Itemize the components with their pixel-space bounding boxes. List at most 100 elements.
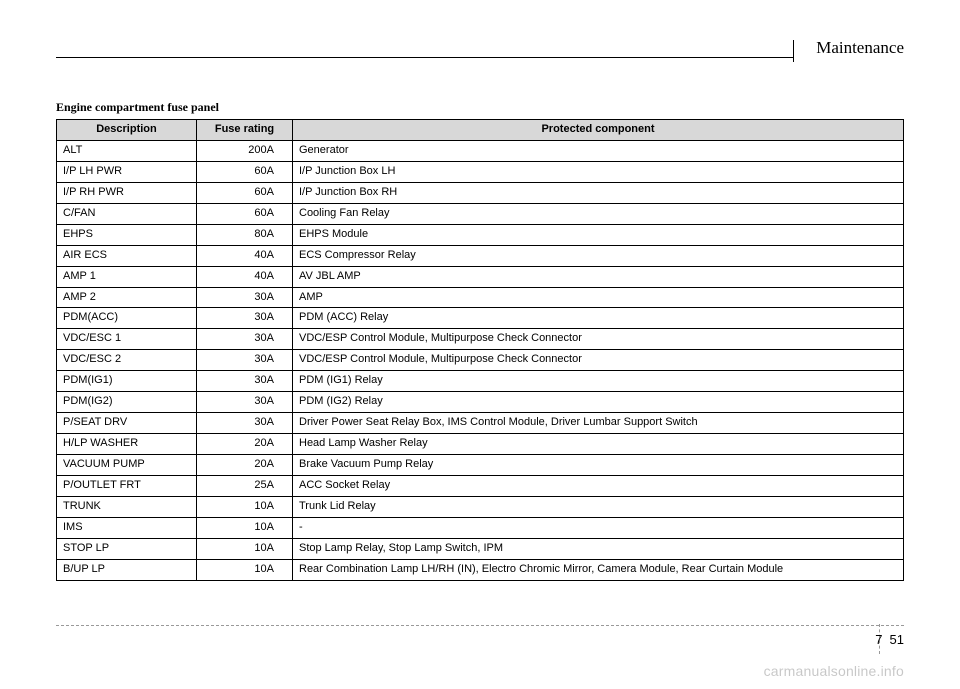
cell-fuse-rating: 60A [197,203,293,224]
table-row: PDM(IG2)30APDM (IG2) Relay [57,392,904,413]
cell-description: VDC/ESC 2 [57,350,197,371]
cell-description: I/P RH PWR [57,182,197,203]
table-row: PDM(ACC)30APDM (ACC) Relay [57,308,904,329]
cell-description: STOP LP [57,538,197,559]
cell-protected-component: VDC/ESP Control Module, Multipurpose Che… [293,329,904,350]
cell-description: AMP 2 [57,287,197,308]
col-fuse-rating: Fuse rating [197,120,293,141]
cell-protected-component: ACC Socket Relay [293,475,904,496]
cell-protected-component: Driver Power Seat Relay Box, IMS Control… [293,413,904,434]
page: Maintenance Engine compartment fuse pane… [0,0,960,689]
table-row: EHPS80AEHPS Module [57,224,904,245]
cell-description: PDM(IG1) [57,371,197,392]
cell-protected-component: I/P Junction Box LH [293,161,904,182]
table-row: B/UP LP10ARear Combination Lamp LH/RH (I… [57,559,904,580]
cell-description: C/FAN [57,203,197,224]
cell-fuse-rating: 10A [197,559,293,580]
section-title: Maintenance [816,38,904,58]
cell-fuse-rating: 60A [197,161,293,182]
cell-description: PDM(ACC) [57,308,197,329]
table-row: P/SEAT DRV30ADriver Power Seat Relay Box… [57,413,904,434]
table-row: I/P RH PWR60AI/P Junction Box RH [57,182,904,203]
cell-description: PDM(IG2) [57,392,197,413]
cell-description: B/UP LP [57,559,197,580]
table-row: AIR ECS40AECS Compressor Relay [57,245,904,266]
cell-fuse-rating: 30A [197,308,293,329]
chapter-number: 7 [875,632,883,647]
cell-description: I/P LH PWR [57,161,197,182]
cell-protected-component: Head Lamp Washer Relay [293,434,904,455]
cell-protected-component: AMP [293,287,904,308]
cell-description: IMS [57,517,197,538]
cell-description: VDC/ESC 1 [57,329,197,350]
cell-description: AIR ECS [57,245,197,266]
cell-fuse-rating: 30A [197,350,293,371]
cell-fuse-rating: 30A [197,392,293,413]
table-row: VDC/ESC 130AVDC/ESP Control Module, Mult… [57,329,904,350]
cell-description: P/SEAT DRV [57,413,197,434]
cell-fuse-rating: 30A [197,329,293,350]
cell-protected-component: AV JBL AMP [293,266,904,287]
cell-protected-component: Brake Vacuum Pump Relay [293,455,904,476]
cell-description: VACUUM PUMP [57,455,197,476]
table-title: Engine compartment fuse panel [56,100,904,115]
cell-protected-component: Stop Lamp Relay, Stop Lamp Switch, IPM [293,538,904,559]
header-tick [793,40,794,62]
fuse-table: Description Fuse rating Protected compon… [56,119,904,581]
cell-fuse-rating: 10A [197,517,293,538]
cell-fuse-rating: 30A [197,413,293,434]
cell-fuse-rating: 60A [197,182,293,203]
cell-fuse-rating: 40A [197,245,293,266]
cell-fuse-rating: 20A [197,434,293,455]
watermark: carmanualsonline.info [764,663,904,679]
cell-protected-component: - [293,517,904,538]
table-row: VACUUM PUMP20ABrake Vacuum Pump Relay [57,455,904,476]
cell-protected-component: ECS Compressor Relay [293,245,904,266]
table-row: IMS10A- [57,517,904,538]
cell-fuse-rating: 200A [197,140,293,161]
cell-description: H/LP WASHER [57,434,197,455]
table-row: ALT200AGenerator [57,140,904,161]
table-row: C/FAN60ACooling Fan Relay [57,203,904,224]
cell-fuse-rating: 30A [197,287,293,308]
cell-protected-component: PDM (IG1) Relay [293,371,904,392]
cell-protected-component: PDM (IG2) Relay [293,392,904,413]
cell-description: AMP 1 [57,266,197,287]
cell-protected-component: Trunk Lid Relay [293,496,904,517]
table-row: AMP 230AAMP [57,287,904,308]
header-line [56,57,793,58]
cell-protected-component: Cooling Fan Relay [293,203,904,224]
cell-protected-component: Generator [293,140,904,161]
col-protected-component: Protected component [293,120,904,141]
cell-fuse-rating: 25A [197,475,293,496]
cell-fuse-rating: 20A [197,455,293,476]
cell-protected-component: VDC/ESP Control Module, Multipurpose Che… [293,350,904,371]
table-row: TRUNK10ATrunk Lid Relay [57,496,904,517]
cell-protected-component: I/P Junction Box RH [293,182,904,203]
cell-fuse-rating: 80A [197,224,293,245]
page-num: 51 [890,632,904,647]
cell-description: ALT [57,140,197,161]
table-row: I/P LH PWR60AI/P Junction Box LH [57,161,904,182]
table-row: AMP 140AAV JBL AMP [57,266,904,287]
cell-description: P/OUTLET FRT [57,475,197,496]
table-row: PDM(IG1)30APDM (IG1) Relay [57,371,904,392]
cell-description: TRUNK [57,496,197,517]
cell-fuse-rating: 30A [197,371,293,392]
table-header-row: Description Fuse rating Protected compon… [57,120,904,141]
table-row: VDC/ESC 230AVDC/ESP Control Module, Mult… [57,350,904,371]
cell-fuse-rating: 10A [197,496,293,517]
cell-protected-component: PDM (ACC) Relay [293,308,904,329]
cell-fuse-rating: 10A [197,538,293,559]
table-row: STOP LP10AStop Lamp Relay, Stop Lamp Swi… [57,538,904,559]
cell-fuse-rating: 40A [197,266,293,287]
table-row: H/LP WASHER20AHead Lamp Washer Relay [57,434,904,455]
header-rule: Maintenance [56,38,904,60]
table-row: P/OUTLET FRT25AACC Socket Relay [57,475,904,496]
footer: 7 51 [56,625,904,653]
cell-protected-component: EHPS Module [293,224,904,245]
cell-description: EHPS [57,224,197,245]
page-number: 7 51 [875,632,904,647]
cell-protected-component: Rear Combination Lamp LH/RH (IN), Electr… [293,559,904,580]
col-description: Description [57,120,197,141]
